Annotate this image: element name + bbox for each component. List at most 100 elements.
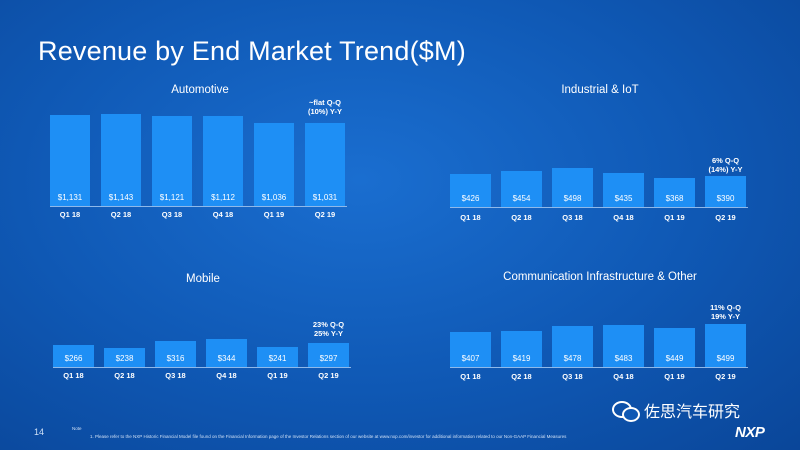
nxp-logo: NXP [735,424,765,441]
annotation-line: 6% Q-Q [711,156,740,165]
bar [50,114,90,206]
bar-value-label: $1,031 [312,193,338,202]
category-label: Q3 18 [161,210,183,219]
x-axis-line [450,367,748,368]
category-label: Q1 19 [267,371,288,380]
annotation-line: (10%) Y-Y [307,107,343,116]
bar [308,342,349,367]
x-axis-line [50,206,347,207]
chart-title: Industrial & IoT [561,84,639,96]
bar-value-label: $344 [217,354,236,363]
category-label: Q1 18 [63,371,84,380]
change-annotation: 23% Q-Q 25% Y-Y [298,320,359,338]
category-label: Q2 18 [114,371,135,380]
category-label: Q1 18 [460,372,481,381]
bar [104,347,145,367]
mobile-chart: Mobile $266 Q1 18 $238 Q2 18 $316 Q3 18 $344 Q4 … [53,270,353,387]
category-label: Q3 18 [165,371,186,380]
annotation-line: (14%) Y-Y [708,165,743,174]
watermark-text: 佐思汽车研究 [644,402,741,421]
bar [152,115,192,206]
annotation-line: 25% Y-Y [313,329,344,338]
bar-value-label: $419 [512,354,531,363]
bar-value-label: $1,112 [211,193,235,202]
bar-value-label: $241 [268,354,287,363]
category-label: Q4 18 [212,210,234,219]
bar-value-label: $498 [563,194,582,203]
annotation-line: 11% Q-Q [710,303,741,312]
bar [501,171,542,207]
slide-title: Revenue by End Market Trend($M) [38,36,466,66]
bar [53,345,94,367]
bar [206,339,247,367]
bar-value-label: $483 [614,354,633,363]
category-label: Q1 18 [59,210,81,219]
bar-value-label: $454 [512,194,531,203]
bar-value-label: $407 [461,354,480,363]
bar [654,328,695,367]
bar-value-label: $1,121 [159,193,185,202]
category-label: Q4 18 [216,371,237,380]
bar [603,325,644,367]
bar-value-label: $316 [166,354,185,363]
annotation-line: ~flat Q-Q [309,98,341,107]
category-label: Q2 19 [318,371,339,380]
bar-value-label: $449 [665,354,684,363]
note-label: Note [72,426,82,431]
bar [101,113,141,206]
bar-value-label: $1,131 [57,193,83,202]
chart-title: Communication Infrastructure & Other [503,271,697,283]
industrial-iot-chart: Industrial & IoT $426 Q1 18 $454 Q2 18 $498 Q3… [450,80,750,227]
bar [552,325,593,367]
bar-value-label: $297 [319,354,338,363]
x-axis-line [450,207,748,208]
category-label: Q2 19 [715,213,736,222]
bar-value-label: $499 [716,354,735,363]
category-label: Q1 18 [460,213,481,222]
bar [257,347,298,367]
category-label: Q4 18 [613,213,634,222]
category-label: Q2 18 [110,210,132,219]
bar [705,176,746,207]
bar-value-label: $1,036 [261,193,287,202]
category-label: Q3 18 [562,213,583,222]
bar-value-label: $390 [716,194,735,203]
annotation-line: 23% Q-Q [312,320,345,329]
chart-title: Mobile [186,273,220,285]
category-label: Q1 19 [664,372,685,381]
category-label: Q2 19 [314,210,336,219]
bar [305,123,345,206]
bar [603,172,644,207]
category-label: Q1 19 [263,210,285,219]
category-label: Q4 18 [613,372,634,381]
automotive-chart: Automotive $1,131 Q1 18 $1,143 Q2 18 $1,121 Q3… [50,80,350,226]
bar-value-label: $266 [64,354,83,363]
bar [450,173,491,207]
category-label: Q3 18 [562,372,583,381]
bar-value-label: $368 [665,194,684,203]
category-label: Q1 19 [664,213,685,222]
page-number: 14 [34,427,45,437]
change-annotation: 6% Q-Q (14%) Y-Y [695,156,756,174]
annotation-line: 19% Y-Y [710,312,741,321]
change-annotation: ~flat Q-Q (10%) Y-Y [295,98,355,116]
bar [155,341,196,367]
communication-infrastructure-chart: Communication Infrastructure & Other $407… [450,270,750,387]
bar-value-label: $435 [614,194,633,203]
bar [552,167,593,207]
category-label: Q2 18 [511,213,532,222]
bar [501,330,542,367]
chart-title: Automotive [171,84,229,96]
x-axis-line [53,367,351,368]
bar [705,323,746,367]
wechat-icon [612,401,640,422]
bar-value-label: $426 [461,194,480,203]
bar [203,116,243,206]
note-text: 1. Please refer to the NXP Historic Fina… [90,434,567,439]
bar-value-label: $238 [115,354,134,363]
bar-value-label: $478 [563,354,582,363]
category-label: Q2 19 [715,372,736,381]
change-annotation: 11% Q-Q 19% Y-Y [695,303,756,321]
bar-value-label: $1,143 [108,193,134,202]
category-label: Q2 18 [511,372,532,381]
